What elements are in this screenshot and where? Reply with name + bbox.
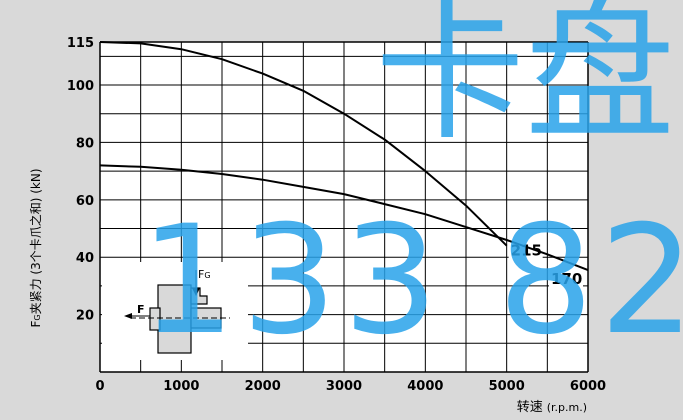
force-fg-label: FG: [198, 268, 211, 281]
watermark-text-top: 卡盘: [375, 0, 675, 161]
y-tick-label: 40: [76, 251, 94, 266]
x-tick-label: 1000: [163, 379, 199, 394]
chuck-body: [157, 284, 192, 354]
x-tick-label: 6000: [570, 379, 606, 394]
watermark-text-bottom: 133 82: [140, 194, 683, 368]
y-tick-label: 20: [76, 309, 94, 324]
x-axis-label: 转速 (r.p.m.): [517, 400, 587, 415]
force-f-label: F: [137, 303, 145, 316]
y-axis-label: FG夹紧力 (3个卡爪之和) (kN): [29, 168, 43, 327]
series-label-215: 215: [511, 242, 542, 260]
fg-arrow-head: [192, 288, 200, 296]
x-tick-label: 2000: [245, 379, 281, 394]
y-tick-label: 100: [67, 79, 94, 94]
series-label-bg: [549, 270, 583, 289]
tick-labels: 0 1000 2000 3000 4000 5000 6000 20 40 60 80 100 115: [67, 36, 606, 394]
y-tick-label: 115: [67, 36, 94, 51]
x-tick-label: 5000: [489, 379, 525, 394]
watermark: 卡盘 133 82: [140, 0, 683, 368]
chuck-flange: [149, 307, 161, 331]
y-tick-label: 80: [76, 136, 94, 151]
series-line-215: [99, 41, 508, 247]
x-tick-label: 0: [95, 379, 104, 394]
x-tick-label: 3000: [326, 379, 362, 394]
series-line-170: [99, 164, 589, 272]
curves: 215 170: [99, 41, 589, 289]
x-tick-label: 4000: [407, 379, 443, 394]
f-arrow-head: [124, 313, 132, 319]
series-label-170: 170: [551, 270, 582, 288]
y-tick-label: 60: [76, 194, 94, 209]
series-label-bg: [508, 241, 543, 260]
chuck-inset-diagram: F FG: [102, 262, 248, 360]
